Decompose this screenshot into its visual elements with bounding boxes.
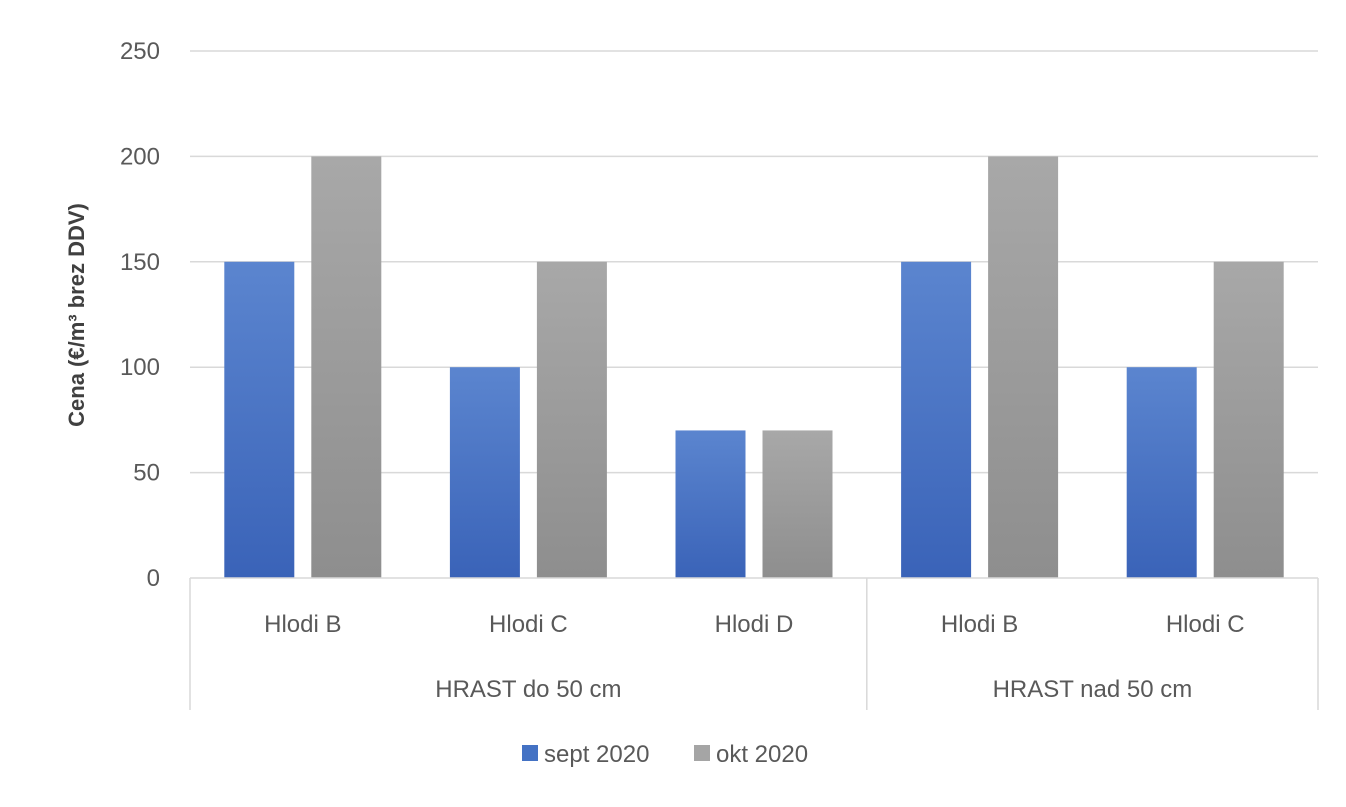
bar-sept-2020-2 — [675, 430, 746, 578]
legend-label: sept 2020 — [544, 741, 649, 768]
group-label: HRAST nad 50 cm — [993, 676, 1193, 703]
x-axis: Hlodi B Hlodi C Hlodi D HRAST do 50 cm Hlodi… — [189, 577, 1319, 710]
x-tick-label: Hlodi C — [489, 611, 568, 638]
y-axis-ticks: 0 50 100 150 200 250 — [120, 38, 160, 592]
y-axis-label: Cena (€/m³ brez DDV) — [64, 203, 89, 427]
bar-okt-2020-0 — [311, 156, 382, 578]
y-tick-label: 250 — [120, 38, 160, 65]
x-tick-label: Hlodi D — [715, 611, 794, 638]
bar-sept-2020-1 — [449, 367, 520, 578]
x-tick-label: Hlodi B — [941, 611, 1018, 638]
legend-swatch — [522, 745, 538, 761]
bar-okt-2020-1 — [536, 261, 607, 578]
legend-swatch — [694, 745, 710, 761]
y-tick-label: 200 — [120, 143, 160, 170]
x-tick-label: Hlodi C — [1166, 611, 1245, 638]
bar-sept-2020-0 — [224, 261, 295, 578]
bar-okt-2020-4 — [1213, 261, 1284, 578]
x-tick-label: Hlodi B — [264, 611, 341, 638]
bar-sept-2020-4 — [1126, 367, 1197, 578]
bar-sept-2020-3 — [901, 261, 972, 578]
y-tick-label: 150 — [120, 249, 160, 276]
y-tick-label: 100 — [120, 354, 160, 381]
bars — [224, 156, 1284, 578]
y-tick-label: 0 — [147, 565, 160, 592]
bar-okt-2020-3 — [988, 156, 1059, 578]
legend-label: okt 2020 — [716, 741, 808, 768]
y-tick-label: 50 — [133, 460, 160, 487]
bar-okt-2020-2 — [762, 430, 833, 578]
legend: sept 2020 okt 2020 — [522, 741, 808, 768]
group-label: HRAST do 50 cm — [435, 676, 621, 703]
